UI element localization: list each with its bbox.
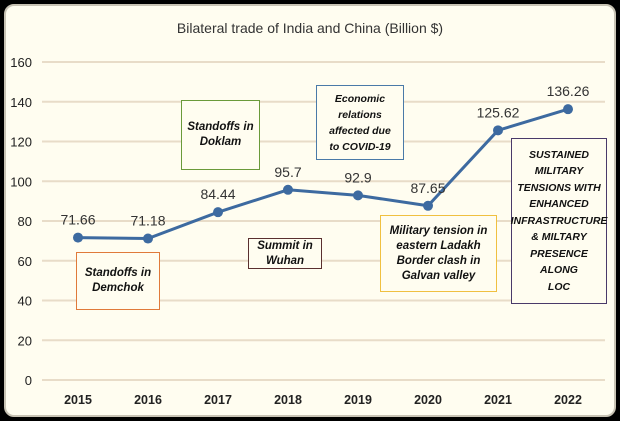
annotation-wuhan: Summit in Wuhan [248, 238, 322, 269]
series-line [77, 107, 569, 241]
annotation-covid: Economic relations affected due to COVID… [316, 85, 404, 160]
data-point [73, 232, 83, 243]
y-tick-label: 60 [18, 254, 32, 269]
y-tick-label: 140 [10, 95, 32, 110]
data-point [563, 104, 573, 115]
x-tick-label: 2017 [204, 393, 232, 407]
y-tick-label: 40 [18, 294, 32, 309]
data-point [283, 184, 293, 195]
data-label: 87.65 [410, 180, 445, 196]
annotation-doklam: Standoffs in Doklam [181, 100, 260, 170]
data-point [423, 200, 433, 211]
data-label: 84.44 [200, 186, 235, 202]
x-tick-label: 2016 [134, 393, 162, 407]
data-point [353, 190, 363, 201]
x-tick-label: 2021 [484, 393, 512, 407]
y-tick-label: 120 [10, 135, 32, 150]
data-label: 71.18 [130, 213, 165, 229]
data-point [493, 125, 503, 136]
annotation-sustained-tensions: SUSTAINED MILITARY TENSIONS WITH ENHANCE… [511, 138, 607, 304]
data-label: 95.7 [274, 164, 301, 180]
x-tick-label: 2019 [344, 393, 372, 407]
x-tick-label: 2020 [414, 393, 442, 407]
data-label: 92.9 [344, 169, 371, 185]
y-tick-label: 100 [10, 174, 32, 189]
data-point [143, 233, 153, 244]
x-tick-label: 2018 [274, 393, 302, 407]
y-tick-label: 0 [25, 373, 32, 388]
chart-title: Bilateral trade of India and China (Bill… [176, 20, 444, 36]
data-label: 125.62 [477, 104, 520, 120]
x-tick-label: 2022 [554, 393, 582, 407]
annotation-demchok: Standoffs in Demchok [76, 252, 160, 310]
y-tick-label: 20 [18, 333, 32, 348]
data-label: 136.26 [547, 83, 590, 99]
data-label: 71.66 [60, 212, 95, 228]
annotation-ladakh: Military tension in eastern Ladakh Borde… [380, 215, 497, 292]
y-tick-label: 160 [10, 55, 32, 70]
x-tick-label: 2015 [64, 393, 92, 407]
data-point [213, 207, 223, 218]
y-tick-label: 80 [18, 214, 32, 229]
